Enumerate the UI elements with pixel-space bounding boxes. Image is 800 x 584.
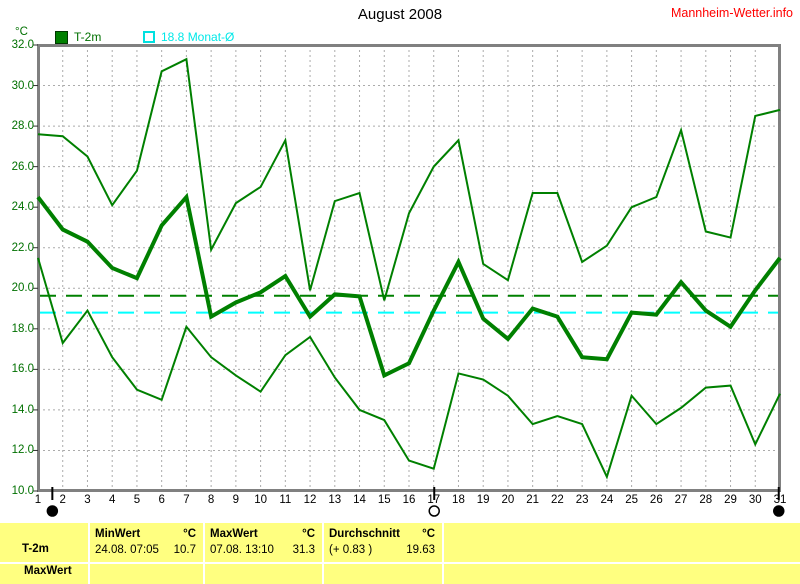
x-tick-label: 8	[207, 494, 215, 506]
legend-item-month-average: 18.8 Monat-Ø	[143, 30, 234, 44]
x-tick-label: 10	[254, 494, 267, 506]
temperature-chart	[33, 44, 785, 517]
y-tick-label: 24.0	[11, 201, 34, 214]
x-tick-label: 25	[625, 494, 638, 506]
x-tick-label: 27	[674, 494, 688, 506]
maxwert-cell: MaxWert °C 07.08. 13:10 31.3	[205, 523, 322, 562]
legend-average-label: 18.8 Monat-Ø	[161, 30, 235, 44]
y-tick-label: 16.0	[11, 363, 34, 376]
x-tick-label: 11	[279, 494, 292, 506]
brand-link: Mannheim-Wetter.info	[670, 6, 793, 20]
durchschnitt-anomaly: (+ 0.83 )	[329, 544, 373, 556]
series-color-swatch-icon	[55, 30, 68, 44]
maxwert-datetime: 07.08. 13:10	[210, 544, 274, 556]
y-tick-label: 32.0	[11, 39, 34, 51]
y-tick-label: 30.0	[11, 79, 34, 92]
cutoff-row-label: MaxWert	[24, 565, 72, 577]
minwert-cell: MinWert °C 24.08. 07:05 10.7	[90, 523, 203, 562]
durchschnitt-unit: °C	[422, 528, 435, 540]
new-moon-icon	[46, 505, 59, 517]
maxwert-header: MaxWert	[210, 528, 258, 540]
y-tick-label: 22.0	[11, 241, 34, 254]
x-tick-label: 16	[402, 494, 416, 506]
durchschnitt-value: 19.63	[406, 544, 435, 556]
minwert-unit: °C	[183, 528, 196, 540]
durchschnitt-header: Durchschnitt	[329, 528, 400, 540]
x-tick-label: 24	[600, 494, 614, 506]
x-tick-label: 23	[575, 494, 589, 506]
line-max	[37, 57, 781, 301]
cutoff-label-cell: MaxWert	[0, 564, 88, 584]
x-tick-label: 12	[303, 494, 317, 506]
x-tick-label: 18	[452, 494, 465, 506]
full-moon-icon	[428, 505, 440, 517]
x-tick-label: 20	[501, 494, 515, 506]
x-tick-label: 15	[377, 494, 391, 506]
x-tick-label: 22	[550, 494, 564, 506]
new-moon-icon	[773, 505, 785, 517]
empty-cell	[444, 523, 800, 562]
average-color-swatch-icon	[143, 31, 155, 43]
legend-item-t2m: T-2m	[55, 30, 101, 44]
line-min	[37, 257, 781, 480]
x-tick-label: 3	[84, 494, 91, 506]
y-tick-label: 14.0	[11, 403, 34, 416]
x-tick-label: 1	[34, 494, 42, 506]
durchschnitt-cell: Durchschnitt °C (+ 0.83 ) 19.63	[324, 523, 442, 562]
maxwert-value: 31.3	[292, 544, 315, 556]
y-tick-label: 28.0	[11, 120, 34, 133]
minwert-value: 10.7	[173, 544, 196, 556]
series-name-cell: T-2m	[0, 523, 88, 562]
legend-series-label: T-2m	[74, 30, 102, 44]
x-tick-label: 30	[748, 494, 762, 506]
y-axis-unit-label: °C	[15, 26, 28, 38]
x-tick-label: 21	[526, 494, 540, 506]
x-tick-label: 29	[724, 494, 737, 506]
x-tick-label: 5	[133, 494, 141, 506]
plot-border	[37, 44, 781, 492]
series-name-label: T-2m	[22, 543, 49, 555]
x-tick-label: 31	[773, 494, 787, 506]
maxwert-unit: °C	[302, 528, 315, 540]
y-tick-label: 18.0	[11, 322, 34, 335]
y-tick-label: 12.0	[11, 444, 34, 457]
stats-table-row-cutoff: MaxWert	[0, 564, 800, 584]
minwert-datetime: 24.08. 07:05	[95, 544, 159, 556]
x-tick-label: 9	[232, 494, 240, 506]
x-tick-label: 4	[108, 494, 116, 506]
x-tick-label: 6	[158, 494, 165, 506]
x-tick-label: 17	[427, 494, 441, 506]
x-tick-label: 26	[649, 494, 663, 506]
y-tick-label: 10.0	[11, 485, 34, 497]
page-title: August 2008	[357, 6, 443, 23]
x-tick-label: 13	[328, 494, 342, 506]
stats-table-row-t2m: T-2m MinWert °C 24.08. 07:05 10.7 MaxWer…	[0, 523, 800, 562]
line-mean	[36, 192, 782, 379]
x-tick-label: 2	[59, 494, 66, 506]
y-tick-label: 20.0	[11, 282, 34, 295]
minwert-header: MinWert	[95, 528, 141, 540]
y-tick-label: 26.0	[11, 160, 34, 173]
x-tick-label: 19	[476, 494, 490, 506]
x-tick-label: 14	[353, 494, 366, 506]
x-tick-label: 28	[699, 494, 713, 506]
x-tick-label: 7	[183, 494, 190, 506]
